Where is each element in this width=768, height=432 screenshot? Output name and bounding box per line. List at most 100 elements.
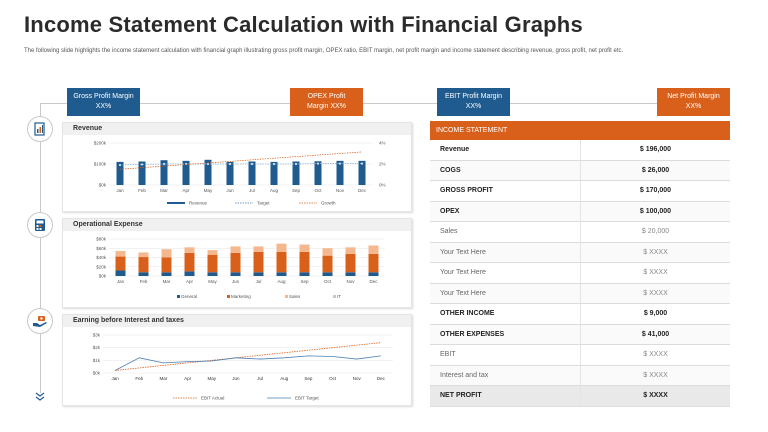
bar-segment xyxy=(115,270,126,276)
row-label: Your Text Here xyxy=(440,248,486,256)
opex-chart: $80k $60k $40k $20k $0k Jan Feb Mar Apr May Jun Jul… xyxy=(96,237,385,299)
bar-segment xyxy=(230,252,241,273)
bar-segment xyxy=(345,247,356,254)
row-label: EBIT xyxy=(440,351,456,359)
x-tick-label: Oct xyxy=(314,188,322,193)
table-row: OTHER INCOME $ 9,000 xyxy=(430,304,730,325)
bar-segment xyxy=(138,252,149,258)
bar xyxy=(160,160,168,185)
table-row: Your Text Here $ XXXX xyxy=(430,283,730,304)
x-tick-label: Sep xyxy=(304,376,313,381)
row-value: $ 170,000 xyxy=(580,181,730,201)
row-label: Your Text Here xyxy=(440,289,486,297)
bar-segment xyxy=(322,255,333,273)
bar xyxy=(138,161,146,185)
x-tick-label: Jul xyxy=(257,376,263,381)
y-tick-label: $0k xyxy=(99,183,107,188)
legend-label: General xyxy=(181,294,197,299)
kpi-label: OPEX Profit xyxy=(307,93,346,100)
bar xyxy=(204,159,212,185)
x-tick-label: Jul xyxy=(249,188,255,193)
bar xyxy=(292,161,300,185)
target-point xyxy=(228,162,232,166)
y-tick-label: $60k xyxy=(96,246,107,251)
bar-segment xyxy=(345,272,356,276)
x-tick-label: Apr xyxy=(186,279,194,284)
bar xyxy=(226,161,234,185)
y-tick-label: $80k xyxy=(96,237,107,242)
x-tick-label: Jun xyxy=(226,188,234,193)
row-value: $ 41,000 xyxy=(580,324,730,344)
x-tick-label: Jan xyxy=(111,376,119,381)
bar-segment xyxy=(138,257,149,273)
bar-segment xyxy=(253,246,264,252)
growth-line xyxy=(119,151,363,170)
y2-tick-label: 4% xyxy=(379,141,386,146)
table-row: NET PROFIT $ XXXX xyxy=(430,386,730,407)
y-tick-label: $1k xyxy=(93,358,101,363)
bar-segment xyxy=(230,246,241,253)
document-chart-icon xyxy=(27,116,53,142)
x-tick-label: Feb xyxy=(135,376,143,381)
bar-segment xyxy=(161,272,172,276)
x-tick-label: Mar xyxy=(160,376,168,381)
bar-segment xyxy=(230,272,241,276)
bar-segment xyxy=(253,251,264,273)
kpi-value: XX% xyxy=(95,103,112,110)
row-label: OTHER EXPENSES xyxy=(440,330,505,338)
bar-segment xyxy=(253,272,264,276)
x-tick-label: Dec xyxy=(377,376,386,381)
legend-label: Marketing xyxy=(231,294,251,299)
calculator-icon xyxy=(27,212,53,238)
x-tick-label: May xyxy=(208,279,217,284)
x-tick-label: Dec xyxy=(358,188,367,193)
y-tick-label: $100k xyxy=(94,162,107,167)
kpi-value: XX% xyxy=(465,103,482,110)
row-value: $ XXXX xyxy=(580,242,730,262)
x-tick-label: Aug xyxy=(277,279,286,284)
bar xyxy=(248,161,256,185)
bar-segment xyxy=(184,247,195,253)
kpi-ebit-profit-margin: EBIT Profit Margin XX% xyxy=(437,88,510,116)
row-label: Revenue xyxy=(440,146,470,154)
y-tick-label: $40k xyxy=(96,255,107,260)
x-tick-label: Nov xyxy=(346,279,355,284)
kpi-label: Net Profit Margin xyxy=(667,93,720,100)
x-tick-label: Jun xyxy=(232,376,240,381)
row-value: $ 20,000 xyxy=(580,222,730,242)
legend-swatch xyxy=(333,295,336,298)
row-value: $ XXXX xyxy=(580,386,730,406)
x-tick-label: Apr xyxy=(184,376,192,381)
chevron-double-down-icon xyxy=(33,390,47,409)
legend-swatch xyxy=(177,295,180,298)
target-point xyxy=(338,162,342,165)
ebit-target-line xyxy=(114,355,381,371)
y-tick-label: $3k xyxy=(93,333,101,338)
target-point xyxy=(294,162,298,166)
bar-segment xyxy=(299,272,310,276)
page-subtitle: The following slide highlights the incom… xyxy=(24,48,624,54)
y-tick-label: $20k xyxy=(96,264,107,269)
x-tick-label: Dec xyxy=(369,279,378,284)
x-tick-label: Feb xyxy=(138,188,146,193)
row-value: $ 26,000 xyxy=(580,160,730,180)
legend-swatch xyxy=(227,295,230,298)
bar-segment xyxy=(276,251,287,273)
target-point xyxy=(162,162,166,166)
target-point xyxy=(316,162,320,165)
bar-segment xyxy=(276,272,287,276)
x-tick-label: Sep xyxy=(292,188,301,193)
bar-segment xyxy=(299,251,310,273)
legend-label: Target xyxy=(257,201,270,206)
y-tick-label: $200k xyxy=(94,141,107,146)
table-row: OPEX $ 100,000 xyxy=(430,201,730,222)
table-row: Sales $ 20,000 xyxy=(430,222,730,243)
row-label: OPEX xyxy=(440,207,460,215)
opex-panel: Operational Expense $80k $60k $40k $20k $0k J… xyxy=(62,218,412,308)
table-row: Your Text Here $ XXXX xyxy=(430,263,730,284)
row-label: COGS xyxy=(440,166,461,174)
timeline-line xyxy=(40,103,41,393)
hand-money-icon xyxy=(27,308,53,334)
bar-segment xyxy=(345,253,356,273)
bar-segment xyxy=(299,244,310,252)
